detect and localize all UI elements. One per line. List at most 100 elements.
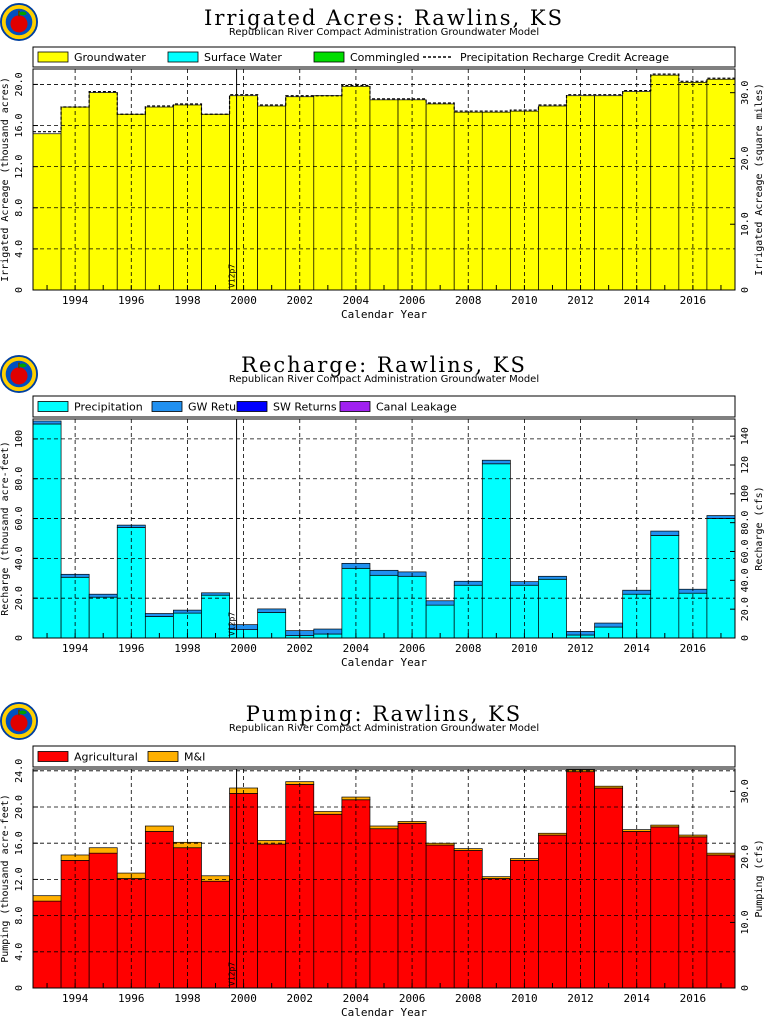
bar [257,105,287,291]
legend-box [32,46,736,68]
irrigated-acres-panel: Irrigated Acres: Rawlins, KS Republican … [0,0,768,338]
bar [594,787,624,989]
y-tick-label: 40.0 [14,546,25,570]
x-tick-label: 1998 [174,992,201,1005]
y-tick-label: 0 [14,287,25,293]
version-marker-label: V12p7 [228,962,237,986]
x-tick-label: 2000 [230,642,257,655]
x-tick-label: 2014 [623,992,650,1005]
x-tick-label: 1994 [62,642,89,655]
chart-title: Irrigated Acres: Rawlins, KS [204,6,564,30]
bar [481,878,511,989]
legend-swatch [167,51,199,63]
bar [88,852,118,989]
x-tick-label: 2016 [680,992,707,1005]
y-tick-label: 0 [14,985,25,991]
bar [425,600,455,606]
x-tick-label: 1996 [118,642,145,655]
y2-tick-label: 0 [740,287,751,293]
y2-tick-label: 10.0 [740,910,751,934]
bar [313,811,343,815]
chart-title: Pumping: Rawlins, KS [245,702,523,726]
legend-label: SW Returns [273,401,337,414]
x-tick-label: 2000 [230,992,257,1005]
x-tick-label: 2008 [455,642,482,655]
bar [481,459,511,465]
bar [538,834,567,989]
bar [369,825,399,830]
y2-tick-label: 10.0 [740,212,751,236]
legend-swatch [37,751,69,762]
y2-tick-label: 60.0 [740,539,751,563]
y-tick-label: 4.0 [14,240,25,258]
bar [650,826,680,989]
bar [678,82,708,291]
x-tick-label: 2012 [567,642,594,655]
legend-swatch [147,751,179,762]
x-tick-label: 1994 [62,294,89,307]
bar [144,106,174,291]
bar [706,852,736,856]
bar [538,578,567,639]
y2-tick-label: 20.0 [740,597,751,621]
bar [369,569,399,576]
pumping-panel: Pumping: Rawlins, KS Republican River Co… [0,696,768,1034]
x-axis-title: Calendar Year [341,656,427,669]
bar [594,785,624,789]
x-tick-label: 2002 [287,642,314,655]
y2-axis-title: Irrigated Acreage (square miles) [754,83,765,276]
bar [313,95,343,291]
x-tick-label: 2004 [343,992,370,1005]
bar [594,95,624,291]
y-tick-label: 80.0 [14,467,25,491]
y2-tick-label: 140 [740,427,751,445]
y-axis-title: Irrigated Acreage (thousand acres) [0,77,11,282]
x-tick-label: 2002 [287,294,314,307]
bar [88,593,118,598]
x-tick-label: 1996 [118,992,145,1005]
y2-tick-label: 0 [740,635,751,641]
version-marker-label: V12p7 [228,264,237,288]
bar [538,105,567,291]
x-tick-label: 2012 [567,992,594,1005]
bar [144,825,174,832]
y-tick-label: 20.0 [14,72,25,96]
legend-label: Precipitation [74,401,143,414]
bar [32,895,62,902]
bar [369,574,399,639]
y2-tick-label: 30.0 [740,779,751,803]
bar [257,843,287,989]
x-tick-label: 1996 [118,294,145,307]
legend-swatch [151,401,183,412]
bar [650,530,680,536]
precip-credit-line [33,73,735,133]
bar [481,111,511,291]
x-tick-label: 2008 [455,294,482,307]
bar [481,876,511,879]
legend-label: Surface Water [204,51,282,64]
bar [369,99,399,291]
bar [88,596,118,639]
x-tick-label: 2006 [399,642,426,655]
recharge-panel: Recharge: Rawlins, KS Republican River C… [0,347,768,685]
bar [60,576,90,639]
y-tick-label: 100 [14,430,25,448]
y2-tick-label: 20.0 [740,146,751,170]
bar [32,900,62,989]
irrigated-acres-chart: Groundwater Surface Water Commingled Precip… [0,46,765,321]
x-tick-label: 1994 [62,992,89,1005]
legend-swatch [37,401,69,412]
bar [88,847,118,854]
bar [650,74,680,291]
legend-swatch [339,401,371,412]
bar [425,844,455,989]
y-tick-label: 16.0 [14,831,25,855]
x-tick-label: 2006 [399,992,426,1005]
plot-frame [32,68,736,291]
y2-tick-label: 100 [740,485,751,503]
bar [538,575,567,580]
legend-swatch [236,401,268,412]
bar [144,831,174,989]
x-tick-label: 2004 [343,294,370,307]
legend-swatch [313,51,345,63]
